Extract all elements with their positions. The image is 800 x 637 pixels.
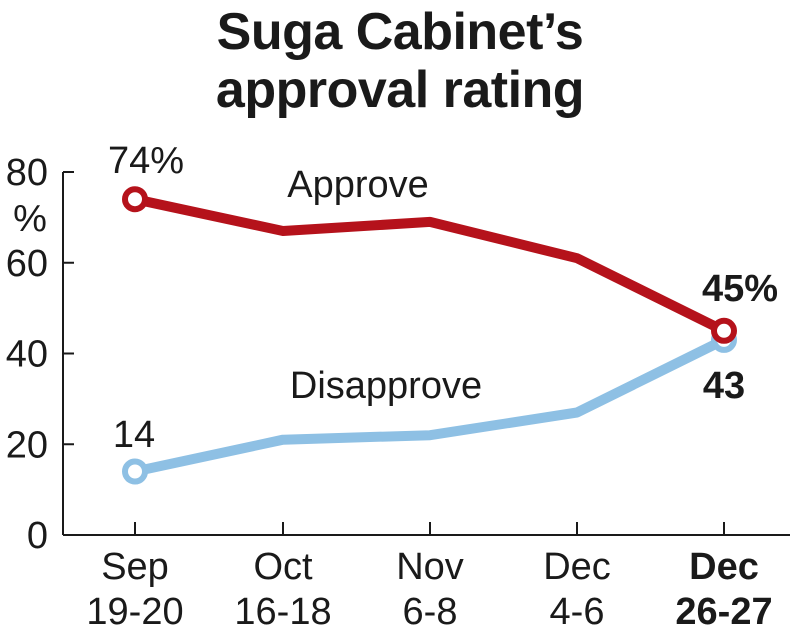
x-tick-label-line1: Sep xyxy=(101,546,169,588)
x-tick-label-line2: 19-20 xyxy=(86,591,183,633)
data-point-approve xyxy=(122,186,148,213)
data-label-approve-start: 74% xyxy=(108,140,184,182)
x-tick-label-line2: 4-6 xyxy=(550,591,605,633)
y-tick-label: 60 xyxy=(6,243,48,285)
x-tick-label-line2: 6-8 xyxy=(403,591,458,633)
data-point-disapprove xyxy=(122,458,148,485)
y-tick-label: 20 xyxy=(6,424,48,466)
y-tick-label: 80 xyxy=(6,152,48,194)
series-line-approve xyxy=(130,194,729,336)
series-name-approve: Approve xyxy=(287,164,429,206)
y-tick-label: 0 xyxy=(27,515,48,557)
x-tick-label-line2: 26-27 xyxy=(675,591,772,633)
data-point-approve xyxy=(711,317,737,344)
chart-title-line1: Suga Cabinet’s xyxy=(216,3,584,61)
x-tick-label-line2: 16-18 xyxy=(234,591,331,633)
x-tick-label-line1: Dec xyxy=(543,546,611,588)
x-tick-label-line1: Oct xyxy=(253,546,313,588)
data-label-approve-end: 45% xyxy=(702,268,778,310)
chart-title-line2: approval rating xyxy=(215,61,585,119)
x-tick-label-line1: Nov xyxy=(396,546,464,588)
x-tick-label-line1: Dec xyxy=(689,546,759,588)
series-name-disapprove: Disapprove xyxy=(290,365,482,407)
y-axis-unit: % xyxy=(13,198,47,240)
data-label-disapprove-end: 43 xyxy=(703,365,745,407)
data-label-disapprove-start: 14 xyxy=(113,414,155,456)
y-tick-label: 40 xyxy=(6,334,48,376)
series-line-disapprove xyxy=(130,334,729,477)
